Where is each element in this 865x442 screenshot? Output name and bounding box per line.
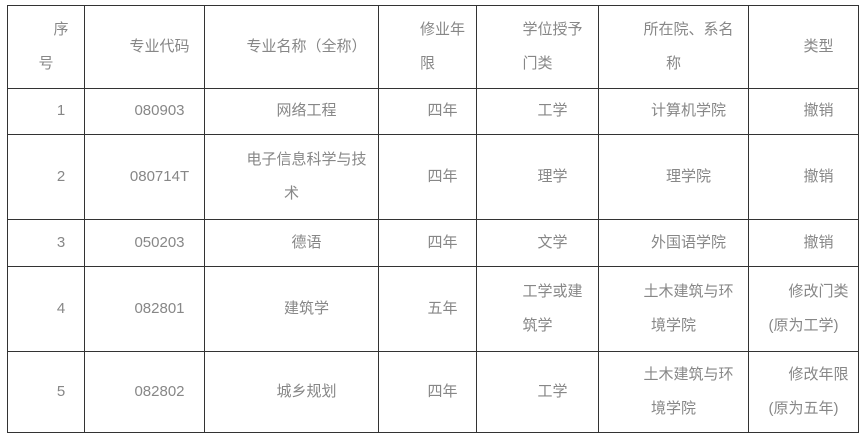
cell-study-duration: 四年	[378, 351, 477, 433]
cell-major-name: 德语	[204, 219, 379, 267]
table-row: 3 050203 德语 四年 文学 外国语学院 撤销	[7, 219, 859, 267]
table-row: 5 082802 城乡规划 四年 工学 土木建筑与环 境学院 修改年限 (原为五…	[7, 351, 859, 433]
cell-major-name: 网络工程	[204, 88, 379, 135]
cell-type: 修改门类 (原为工学)	[748, 266, 859, 352]
cell-type: 撤销	[748, 134, 859, 220]
cell-study-duration: 四年	[378, 219, 477, 267]
cell-department-name: 外国语学院	[598, 219, 749, 267]
cell-degree-category: 理学	[476, 134, 599, 220]
cell-serial-number: 4	[7, 266, 85, 352]
table-row: 4 082801 建筑学 五年 工学或建 筑学 土木建筑与环 境学院 修改门类 …	[7, 266, 859, 352]
cell-department-name: 计算机学院	[598, 88, 749, 135]
cell-type: 撤销	[748, 219, 859, 267]
cell-major-code: 080714T	[84, 134, 205, 220]
cell-degree-category: 文学	[476, 219, 599, 267]
cell-major-name: 城乡规划	[204, 351, 379, 433]
cell-serial-number: 5	[7, 351, 85, 433]
cell-type: 撤销	[748, 88, 859, 135]
header-department-name: 所在院、系名 称	[598, 5, 749, 89]
table-row: 1 080903 网络工程 四年 工学 计算机学院 撤销	[7, 88, 859, 135]
cell-serial-number: 3	[7, 219, 85, 267]
cell-major-code: 082802	[84, 351, 205, 433]
cell-department-name: 土木建筑与环 境学院	[598, 351, 749, 433]
header-major-code: 专业代码	[84, 5, 205, 89]
header-serial-number: 序 号	[7, 5, 85, 89]
cell-major-code: 080903	[84, 88, 205, 135]
cell-department-name: 理学院	[598, 134, 749, 220]
cell-serial-number: 2	[7, 134, 85, 220]
cell-major-name: 建筑学	[204, 266, 379, 352]
cell-major-code: 050203	[84, 219, 205, 267]
cell-department-name: 土木建筑与环 境学院	[598, 266, 749, 352]
header-degree-category: 学位授予 门类	[476, 5, 599, 89]
degree-programs-table: 序 号 专业代码 专业名称（全称） 修业年 限 学位授予 门类 所在院、系名 称…	[7, 5, 859, 433]
table-header-row: 序 号 专业代码 专业名称（全称） 修业年 限 学位授予 门类 所在院、系名 称…	[7, 5, 859, 89]
table-row: 2 080714T 电子信息科学与技 术 四年 理学 理学院 撤销	[7, 134, 859, 220]
header-type: 类型	[748, 5, 859, 89]
cell-major-name: 电子信息科学与技 术	[204, 134, 379, 220]
cell-serial-number: 1	[7, 88, 85, 135]
cell-degree-category: 工学	[476, 88, 599, 135]
cell-degree-category: 工学	[476, 351, 599, 433]
header-major-name: 专业名称（全称）	[204, 5, 379, 89]
cell-degree-category: 工学或建 筑学	[476, 266, 599, 352]
header-study-duration: 修业年 限	[378, 5, 477, 89]
cell-major-code: 082801	[84, 266, 205, 352]
cell-type: 修改年限 (原为五年)	[748, 351, 859, 433]
cell-study-duration: 五年	[378, 266, 477, 352]
cell-study-duration: 四年	[378, 88, 477, 135]
cell-study-duration: 四年	[378, 134, 477, 220]
